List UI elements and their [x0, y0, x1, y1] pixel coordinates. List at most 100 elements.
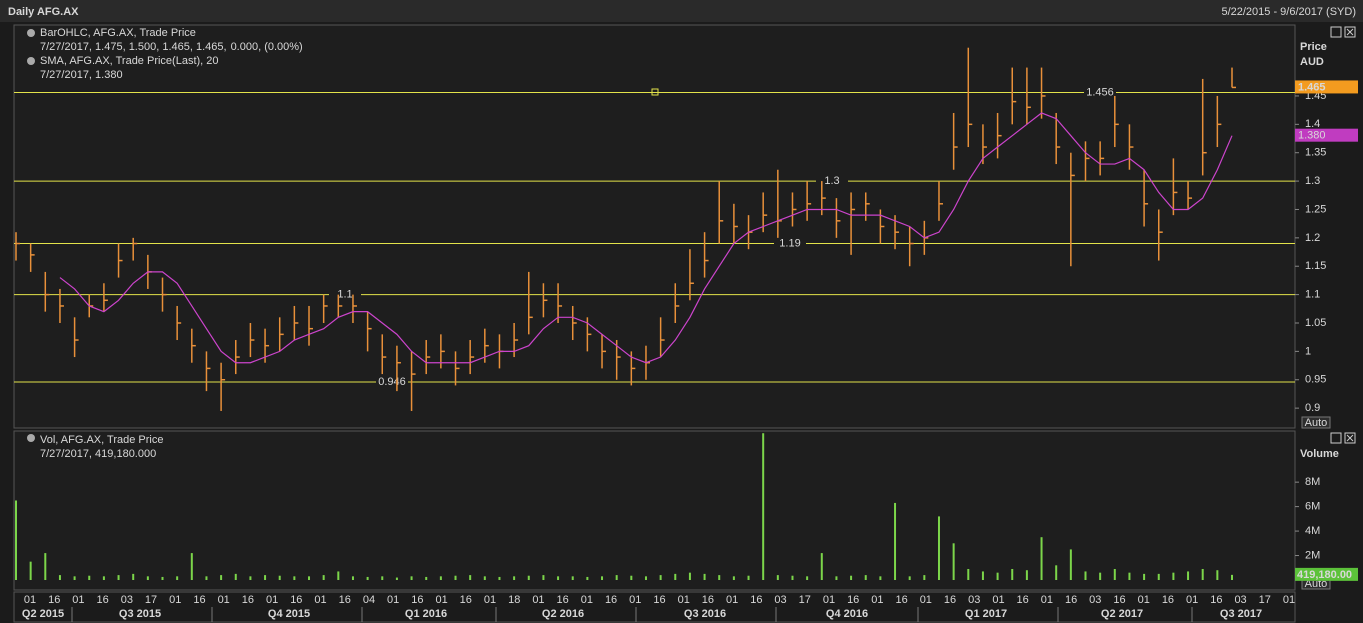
volume-bar: [835, 576, 838, 580]
window-title: Daily AFG.AX: [8, 6, 79, 18]
volume-bar: [1113, 568, 1116, 580]
x-tick-label: 01: [532, 594, 544, 606]
x-tick-label: 17: [1259, 594, 1271, 606]
x-tick-label: 01: [218, 594, 230, 606]
volume-bar: [601, 576, 604, 580]
panel-buttons[interactable]: [1330, 26, 1356, 444]
last-price-label: 1.465: [1298, 81, 1326, 93]
volume-bar: [791, 575, 794, 580]
y-tick-label: 0.95: [1305, 374, 1326, 386]
x-tick-label: 16: [411, 594, 423, 606]
date-range: 5/22/2015 - 9/6/2017 (SYD): [1221, 6, 1356, 18]
x-tick-label: 16: [290, 594, 302, 606]
volume-bar: [879, 576, 882, 580]
legend-icon[interactable]: [27, 434, 35, 442]
x-tick-label: 16: [97, 594, 109, 606]
volume-bar: [967, 568, 970, 580]
legend-icon[interactable]: [27, 29, 35, 37]
y-tick-label: 6M: [1305, 501, 1320, 513]
y-tick-label: 1.3: [1305, 175, 1320, 187]
x-tick-label: 04: [363, 594, 375, 606]
volume-bar: [1099, 572, 1102, 580]
x-tick-label: 16: [193, 594, 205, 606]
volume-bar: [674, 573, 677, 580]
level-handle[interactable]: [651, 88, 659, 96]
quarter-label: Q2 2017: [1101, 608, 1143, 620]
volume-bar: [1216, 570, 1219, 580]
legend-detail: 7/27/2017, 419,180.000: [40, 448, 156, 460]
x-tick-label: 16: [1017, 594, 1029, 606]
volume-bar: [58, 575, 61, 580]
x-tick-label: 16: [702, 594, 714, 606]
volume-bar: [469, 575, 472, 580]
volume-bar: [513, 576, 516, 580]
x-tick-label: 01: [581, 594, 593, 606]
quarter-label: Q2 2015: [22, 608, 64, 620]
volume-bar: [747, 575, 750, 580]
x-tick-label: 17: [145, 594, 157, 606]
volume-bar: [293, 576, 296, 580]
last-volume-tag: [1295, 567, 1358, 581]
volume-bar: [102, 576, 105, 580]
volume-panel: [13, 430, 1296, 591]
volume-bar: [659, 575, 662, 580]
volume-bar: [366, 576, 369, 580]
close-button[interactable]: [1344, 26, 1356, 38]
scale-button[interactable]: [1301, 416, 1331, 429]
volume-bar: [615, 575, 618, 580]
last-price-tag: [1295, 80, 1358, 94]
y-axis-title: Volume: [1300, 448, 1339, 460]
volume-bar: [850, 575, 853, 580]
level-label-bg: [376, 376, 408, 389]
y-tick-label: 0.9: [1305, 402, 1320, 414]
x-tick-label: 01: [169, 594, 181, 606]
level-label: 1.456: [1086, 86, 1114, 98]
x-tick-label: 01: [1283, 594, 1295, 606]
volume-bar: [454, 575, 457, 580]
legend-icon[interactable]: [27, 57, 35, 65]
volume-bar: [132, 573, 135, 580]
quarter-label: Q4 2015: [268, 608, 310, 620]
volume-bar: [351, 576, 354, 580]
volume-bar: [718, 575, 721, 580]
volume-bar: [117, 575, 120, 580]
volume-bar: [1055, 565, 1058, 580]
x-tick-label: 18: [508, 594, 520, 606]
level-label-bg: [774, 237, 806, 250]
x-tick-label: 16: [557, 594, 569, 606]
volume-bar: [190, 553, 193, 580]
y-tick-label: 8M: [1305, 476, 1320, 488]
sma-tag-label: 1.380: [1298, 130, 1326, 142]
x-tick-label: 16: [339, 594, 351, 606]
level-label: 1.1: [337, 289, 352, 301]
restore-button[interactable]: [1330, 26, 1342, 38]
volume-bar: [15, 500, 17, 580]
y-tick-label: 1.35: [1305, 147, 1326, 159]
x-tick-label: 16: [460, 594, 472, 606]
restore-button[interactable]: [1330, 432, 1342, 444]
volume-bar: [952, 543, 955, 580]
x-tick-label: 01: [72, 594, 84, 606]
x-tick-label: 16: [847, 594, 859, 606]
volume-bar: [1069, 549, 1072, 580]
y-tick-label: 1: [1305, 345, 1311, 357]
close-button[interactable]: [1344, 432, 1356, 444]
volume-bar: [308, 576, 311, 580]
x-tick-label: 16: [944, 594, 956, 606]
volume-bar: [806, 576, 809, 580]
y-tick-label: 2M: [1305, 549, 1320, 561]
volume-bar: [220, 575, 223, 580]
volume-bar: [322, 575, 325, 580]
x-tick-label: 01: [1186, 594, 1198, 606]
x-tick-label: 01: [678, 594, 690, 606]
sma-tag: [1295, 128, 1358, 142]
x-tick-label: 01: [24, 594, 36, 606]
x-tick-label: 16: [653, 594, 665, 606]
volume-bar: [527, 575, 530, 580]
legend-name: Vol, AFG.AX, Trade Price: [40, 434, 164, 446]
volume-bar: [644, 576, 647, 580]
y-tick-label: 1.05: [1305, 317, 1326, 329]
volume-bar: [425, 576, 428, 580]
volume-bar: [586, 576, 589, 580]
